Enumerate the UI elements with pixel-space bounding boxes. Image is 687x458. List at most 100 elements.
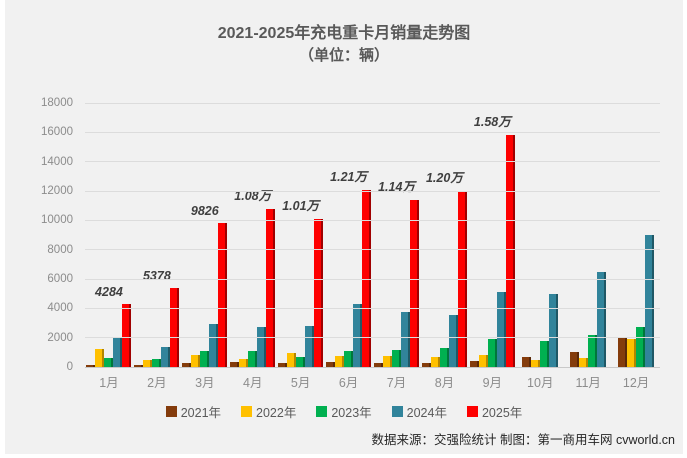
bar-2022年-10月 [531, 360, 541, 367]
bar-2022年-9月 [478, 355, 488, 367]
bar-2025年-4月 [266, 209, 276, 367]
data-label-8月: 1.20万 [425, 171, 463, 185]
bars-12月 [618, 103, 655, 367]
bar-2024年-4月 [257, 327, 267, 367]
bar-2025年-3月 [218, 223, 228, 367]
bar-group-8月: 1.20万 [420, 103, 468, 367]
bar-2023年-9月 [487, 339, 497, 367]
bar-2021年-12月 [618, 338, 628, 367]
bar-2023年-6月 [344, 351, 354, 367]
bar-2021年-7月 [373, 363, 383, 367]
bar-group-7月: 1.14万 [373, 103, 421, 367]
legend-marker-icon [466, 406, 478, 417]
legend-label-2024年: 2024年 [406, 406, 447, 420]
bar-2022年-6月 [335, 356, 345, 367]
y-axis-tick-12000: 12000 [41, 185, 73, 197]
bar-2023年-5月 [296, 357, 306, 367]
bar-2022年-5月 [287, 353, 297, 367]
x-axis-tick-10月: 10月 [527, 376, 554, 390]
bar-2022年-1月 [95, 349, 105, 367]
y-axis-tick-0: 0 [66, 361, 73, 373]
bar-2021年-10月 [522, 357, 532, 367]
y-axis-tick-10000: 10000 [41, 214, 73, 227]
legend-label-2022年: 2022年 [256, 406, 297, 420]
legend-item-2024年: 2024年 [391, 402, 447, 421]
bar-2022年-11月 [579, 358, 589, 367]
gridline-0 [85, 366, 660, 368]
legend-marker-icon [241, 406, 253, 417]
bars-3月 [182, 103, 228, 367]
chart-background: 2021-2025年充电重卡月销量走势图 （单位：辆） 0 2000 4000 600… [5, 0, 683, 454]
bar-2023年-10月 [540, 341, 550, 367]
gridline-10000 [85, 219, 660, 221]
legend-marker-icon [165, 406, 177, 417]
footer-credit: 数据来源：交强险统计 制图：第一商用车网 cvworld.cn [371, 433, 676, 447]
x-axis-tick-6月: 6月 [338, 376, 359, 390]
bars-2月 [134, 103, 180, 367]
x-axis-tick-9月: 9月 [482, 376, 503, 390]
data-label-2月: 5378 [142, 269, 171, 283]
bars-1月 [86, 103, 132, 367]
bar-2021年-11月 [570, 352, 580, 367]
bar-2025年-9月 [505, 135, 515, 367]
bar-2024年-8月 [448, 315, 458, 367]
y-axis-tick-2000: 2000 [47, 331, 73, 344]
x-axis-tick-5月: 5月 [290, 376, 311, 390]
bar-2024年-3月 [209, 324, 219, 367]
gridline-2000 [85, 337, 660, 339]
bar-2023年-12月 [636, 327, 646, 367]
x-axis-tick-8月: 8月 [434, 376, 455, 390]
x-axis-tick-3月: 3月 [195, 376, 215, 390]
y-axis-tick-6000: 6000 [47, 273, 73, 285]
y-axis-tick-8000: 8000 [47, 243, 73, 256]
chart-title: 2021-2025年充电重卡月销量走势图 [217, 25, 471, 42]
legend-marker-icon [391, 406, 403, 417]
bar-2024年-9月 [496, 292, 506, 367]
data-label-4月: 1.08万 [234, 189, 272, 203]
bar-2025年-7月 [409, 200, 419, 367]
y-axis-tick-14000: 14000 [41, 155, 73, 168]
bar-2025年-1月 [122, 304, 132, 367]
bar-2025年-5月 [314, 219, 324, 367]
gridline-4000 [85, 307, 660, 309]
bar-2024年-5月 [305, 326, 315, 367]
x-axis-tick-2月: 2月 [147, 376, 167, 390]
bar-2024年-6月 [353, 304, 363, 367]
bars-8月 [421, 103, 467, 367]
bars-5月 [278, 103, 324, 367]
gridline-12000 [85, 190, 660, 192]
data-label-5月: 1.01万 [282, 199, 320, 213]
legend-item-2022年: 2022年 [241, 402, 296, 421]
data-label-7月: 1.14万 [378, 180, 415, 194]
bar-group-6月: 1.21万 [325, 103, 373, 367]
bars-11月 [570, 103, 607, 367]
y-axis-tick-16000: 16000 [41, 126, 73, 139]
y-axis: 0 2000 4000 6000 8000 10000 12000 14000 16000 180… [5, 97, 77, 373]
bar-2023年-11月 [588, 335, 598, 367]
bars-6月 [326, 103, 372, 367]
bar-2024年-12月 [645, 235, 655, 367]
bar-2025年-2月 [170, 288, 180, 367]
bar-2022年-4月 [239, 359, 249, 367]
legend-label-2021年: 2021年 [180, 406, 222, 420]
bars-7月 [373, 103, 419, 367]
plot-area: 4284 5378 9826 1.08万 1.01万 1.21万 1.14万 1.20万 1.5… [85, 102, 660, 368]
bar-2021年-1月 [86, 365, 96, 367]
bar-group-11月 [564, 103, 612, 367]
data-label-6月: 1.21万 [330, 170, 367, 184]
bar-2021年-8月 [421, 363, 431, 367]
x-axis-tick-11月: 11月 [575, 376, 601, 390]
bar-2021年-9月 [469, 361, 479, 367]
legend-label-2025年: 2025年 [481, 406, 523, 420]
bar-group-3月: 9826 [181, 103, 229, 367]
bar-2023年-7月 [391, 350, 401, 367]
bar-group-1月: 4284 [85, 103, 133, 367]
data-label-9月: 1.58万 [473, 115, 511, 129]
bar-2022年-12月 [627, 339, 637, 367]
bar-2023年-8月 [439, 348, 449, 367]
legend: 2021年 2022年 2023年 2024年 2025年 [5, 402, 683, 421]
bar-2023年-4月 [248, 351, 258, 367]
bar-2022年-2月 [143, 360, 153, 367]
x-axis-tick-12月: 12月 [622, 376, 650, 390]
x-axis-tick-1月: 1月 [99, 376, 119, 390]
